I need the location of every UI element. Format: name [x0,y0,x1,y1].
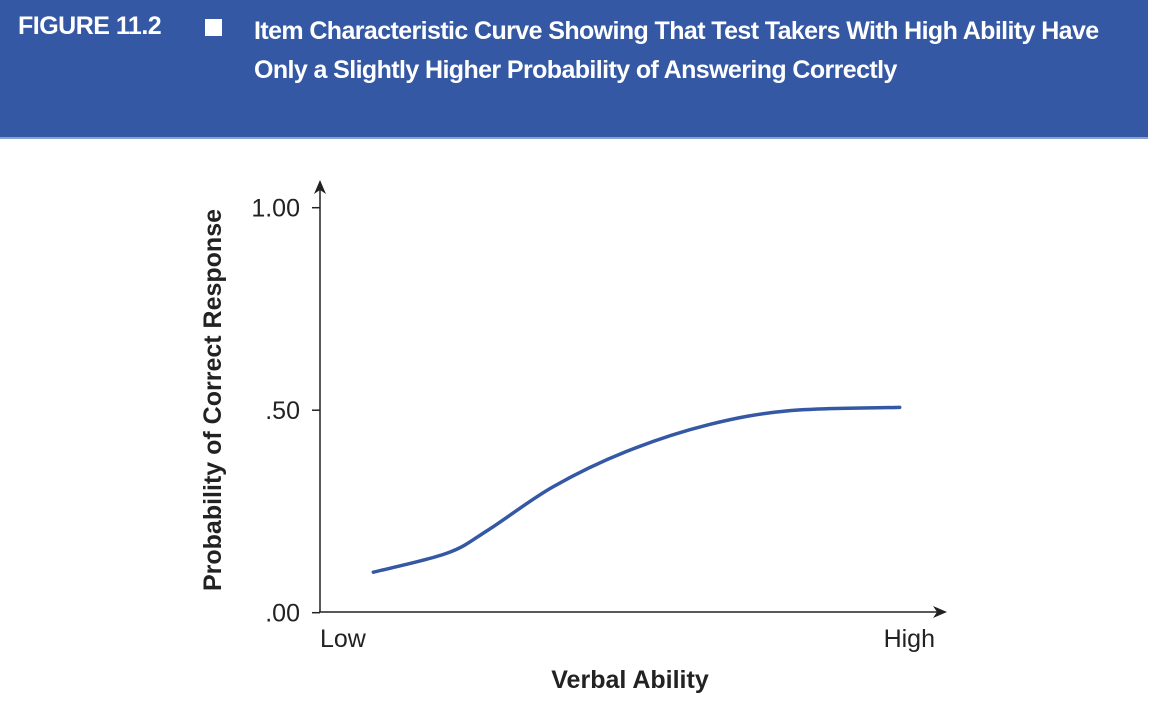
figure-title: Item Characteristic Curve Showing That T… [254,17,1099,84]
figure-header: FIGURE 11.2 Item Characteristic Curve Sh… [0,0,1148,139]
y-tick-label: .00 [265,600,300,628]
series-line [371,405,902,574]
x-axis-title: Verbal Ability [551,666,709,694]
y-axis-title: Probability of Correct Response [199,209,227,591]
square-bullet-icon [205,19,222,36]
figure-number: FIGURE 11.2 [18,12,162,40]
y-tick-label: .50 [265,397,300,425]
y-tick-label: 1.00 [251,195,300,223]
x-tick-label-high: High [884,625,935,653]
x-tick-label-low: Low [320,625,367,653]
